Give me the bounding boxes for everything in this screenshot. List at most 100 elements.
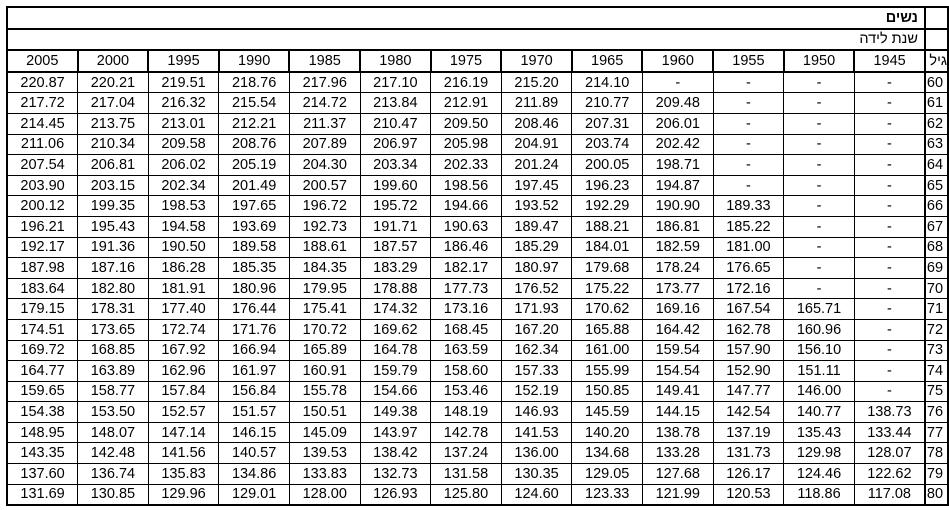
table-row: 164.77 163.89 162.96 161.97 160.91 159.79 158.… — [6, 360, 949, 382]
table-cell: 117.08 — [853, 483, 926, 507]
table-row: 211.06 210.34 209.58 208.76 207.89 206.97 205.… — [6, 133, 949, 156]
table-cell: 190.63 — [430, 215, 502, 238]
table-cell: 202.34 — [147, 174, 220, 197]
table-cell: 178.31 — [77, 298, 149, 320]
table-cell: 169.16 — [641, 298, 714, 320]
table-row: 214.45 213.75 213.01 212.21 211.37 210.47 209.… — [6, 112, 949, 135]
table-cell: 214.10 — [571, 71, 643, 94]
table-cell: 144.15 — [641, 401, 714, 423]
age-cell: 78 — [923, 442, 949, 465]
table-cell: 164.77 — [6, 360, 79, 382]
table-row: 187.98 187.16 186.28 185.35 184.35 183.29 182.… — [6, 257, 949, 279]
table-cell: - — [853, 277, 926, 300]
table-cell: 184.35 — [288, 257, 361, 279]
age-cell: 60 — [923, 71, 949, 94]
age-cell: 79 — [923, 463, 949, 485]
table-row: 200.12 199.35 198.53 197.65 196.72 195.72 194.… — [6, 195, 949, 217]
table-cell: 157.84 — [147, 380, 220, 403]
table-cell: 172.74 — [147, 318, 220, 341]
table-cell: 130.35 — [500, 463, 573, 485]
table-cell: 207.89 — [288, 133, 361, 156]
table-cell: 127.68 — [641, 463, 714, 485]
table-cell: 141.56 — [147, 442, 220, 465]
table-cell: 151.11 — [783, 360, 855, 382]
table-cell: 166.94 — [218, 339, 290, 362]
table-cell: 174.32 — [359, 298, 432, 320]
table-cell: 170.62 — [571, 298, 643, 320]
table-cell: 171.93 — [500, 298, 573, 320]
column-header-1990: 1990 — [218, 49, 291, 73]
table-cell: 211.06 — [6, 133, 79, 156]
table-cell: 136.00 — [500, 442, 573, 465]
table-cell: - — [712, 112, 785, 135]
age-cell: 70 — [923, 277, 949, 300]
table-cell: 122.62 — [853, 463, 926, 485]
table-cell: 146.93 — [500, 401, 573, 423]
table-cell: 214.45 — [6, 112, 79, 135]
table-cell: 157.33 — [500, 360, 573, 382]
table-cell: 207.31 — [571, 112, 643, 135]
table-cell: 213.84 — [359, 92, 432, 114]
table-cell: 194.87 — [641, 174, 714, 197]
table-cell: 175.41 — [288, 298, 361, 320]
table-cell: - — [853, 298, 926, 320]
table-cell: 138.42 — [359, 442, 432, 465]
table-cell: 165.71 — [783, 298, 855, 320]
table-cell: - — [783, 277, 855, 300]
table-cell: 147.14 — [147, 421, 220, 444]
table-cell: - — [712, 133, 785, 156]
table-cell: 151.57 — [218, 401, 290, 423]
table-cell: 173.77 — [641, 277, 714, 300]
table-cell: - — [712, 92, 785, 114]
table-cell: 156.10 — [783, 339, 855, 362]
table-cell: 183.29 — [359, 257, 432, 279]
table-row: 183.64 182.80 181.91 180.96 179.95 178.88 177.… — [6, 277, 949, 300]
table-row: 196.21 195.43 194.58 193.69 192.73 191.71 190.… — [6, 215, 949, 238]
table-cell: 206.02 — [147, 154, 220, 176]
table-cell: 160.91 — [288, 360, 361, 382]
table-cell: 133.44 — [853, 421, 926, 444]
table-cell: - — [783, 133, 855, 156]
table-cell: 163.89 — [77, 360, 149, 382]
table-cell: - — [783, 112, 855, 135]
age-cell: 77 — [923, 421, 949, 444]
table-cell: 180.97 — [500, 257, 573, 279]
column-header-1995: 1995 — [147, 49, 220, 73]
subtitle-row: שנת לידה — [6, 27, 949, 51]
age-cell: 66 — [923, 195, 949, 217]
table-cell: 177.40 — [147, 298, 220, 320]
table-row: 203.90 203.15 202.34 201.49 200.57 199.60 198.… — [6, 174, 949, 197]
table-cell: 200.05 — [571, 154, 643, 176]
table-cell: 154.54 — [641, 360, 714, 382]
table-cell: 153.50 — [77, 401, 149, 423]
column-header-1980: 1980 — [359, 49, 432, 73]
column-header-2000: 2000 — [77, 49, 150, 73]
table-cell: 168.85 — [77, 339, 149, 362]
column-header-1955: 1955 — [712, 49, 785, 73]
table-cell: 137.19 — [712, 421, 785, 444]
table-cell: 213.01 — [147, 112, 220, 135]
table-cell: 211.89 — [500, 92, 573, 114]
table-cell: 192.73 — [288, 215, 361, 238]
table-cell: 162.96 — [147, 360, 220, 382]
table-cell: 165.89 — [288, 339, 361, 362]
table-cell: 131.73 — [712, 442, 785, 465]
table-cell: 200.57 — [288, 174, 361, 197]
column-header-age: גיל — [923, 49, 949, 73]
table-cell: 149.38 — [359, 401, 432, 423]
table-cell: 171.76 — [218, 318, 290, 341]
table-cell: 203.34 — [359, 154, 432, 176]
table-cell: 204.91 — [500, 133, 573, 156]
age-cell: 80 — [923, 483, 949, 507]
table-cell: 156.84 — [218, 380, 290, 403]
table-cell: 121.99 — [641, 483, 714, 507]
table-cell: 206.01 — [641, 112, 714, 135]
table-cell: 167.54 — [712, 298, 785, 320]
table-row: 143.35 142.48 141.56 140.57 139.53 138.42 137.… — [6, 442, 949, 465]
age-cell: 63 — [923, 133, 949, 156]
table-cell: 199.35 — [77, 195, 149, 217]
table-cell: 217.96 — [288, 71, 361, 94]
table-cell: - — [712, 174, 785, 197]
table-cell: 148.07 — [77, 421, 149, 444]
table-cell: 188.21 — [571, 215, 643, 238]
